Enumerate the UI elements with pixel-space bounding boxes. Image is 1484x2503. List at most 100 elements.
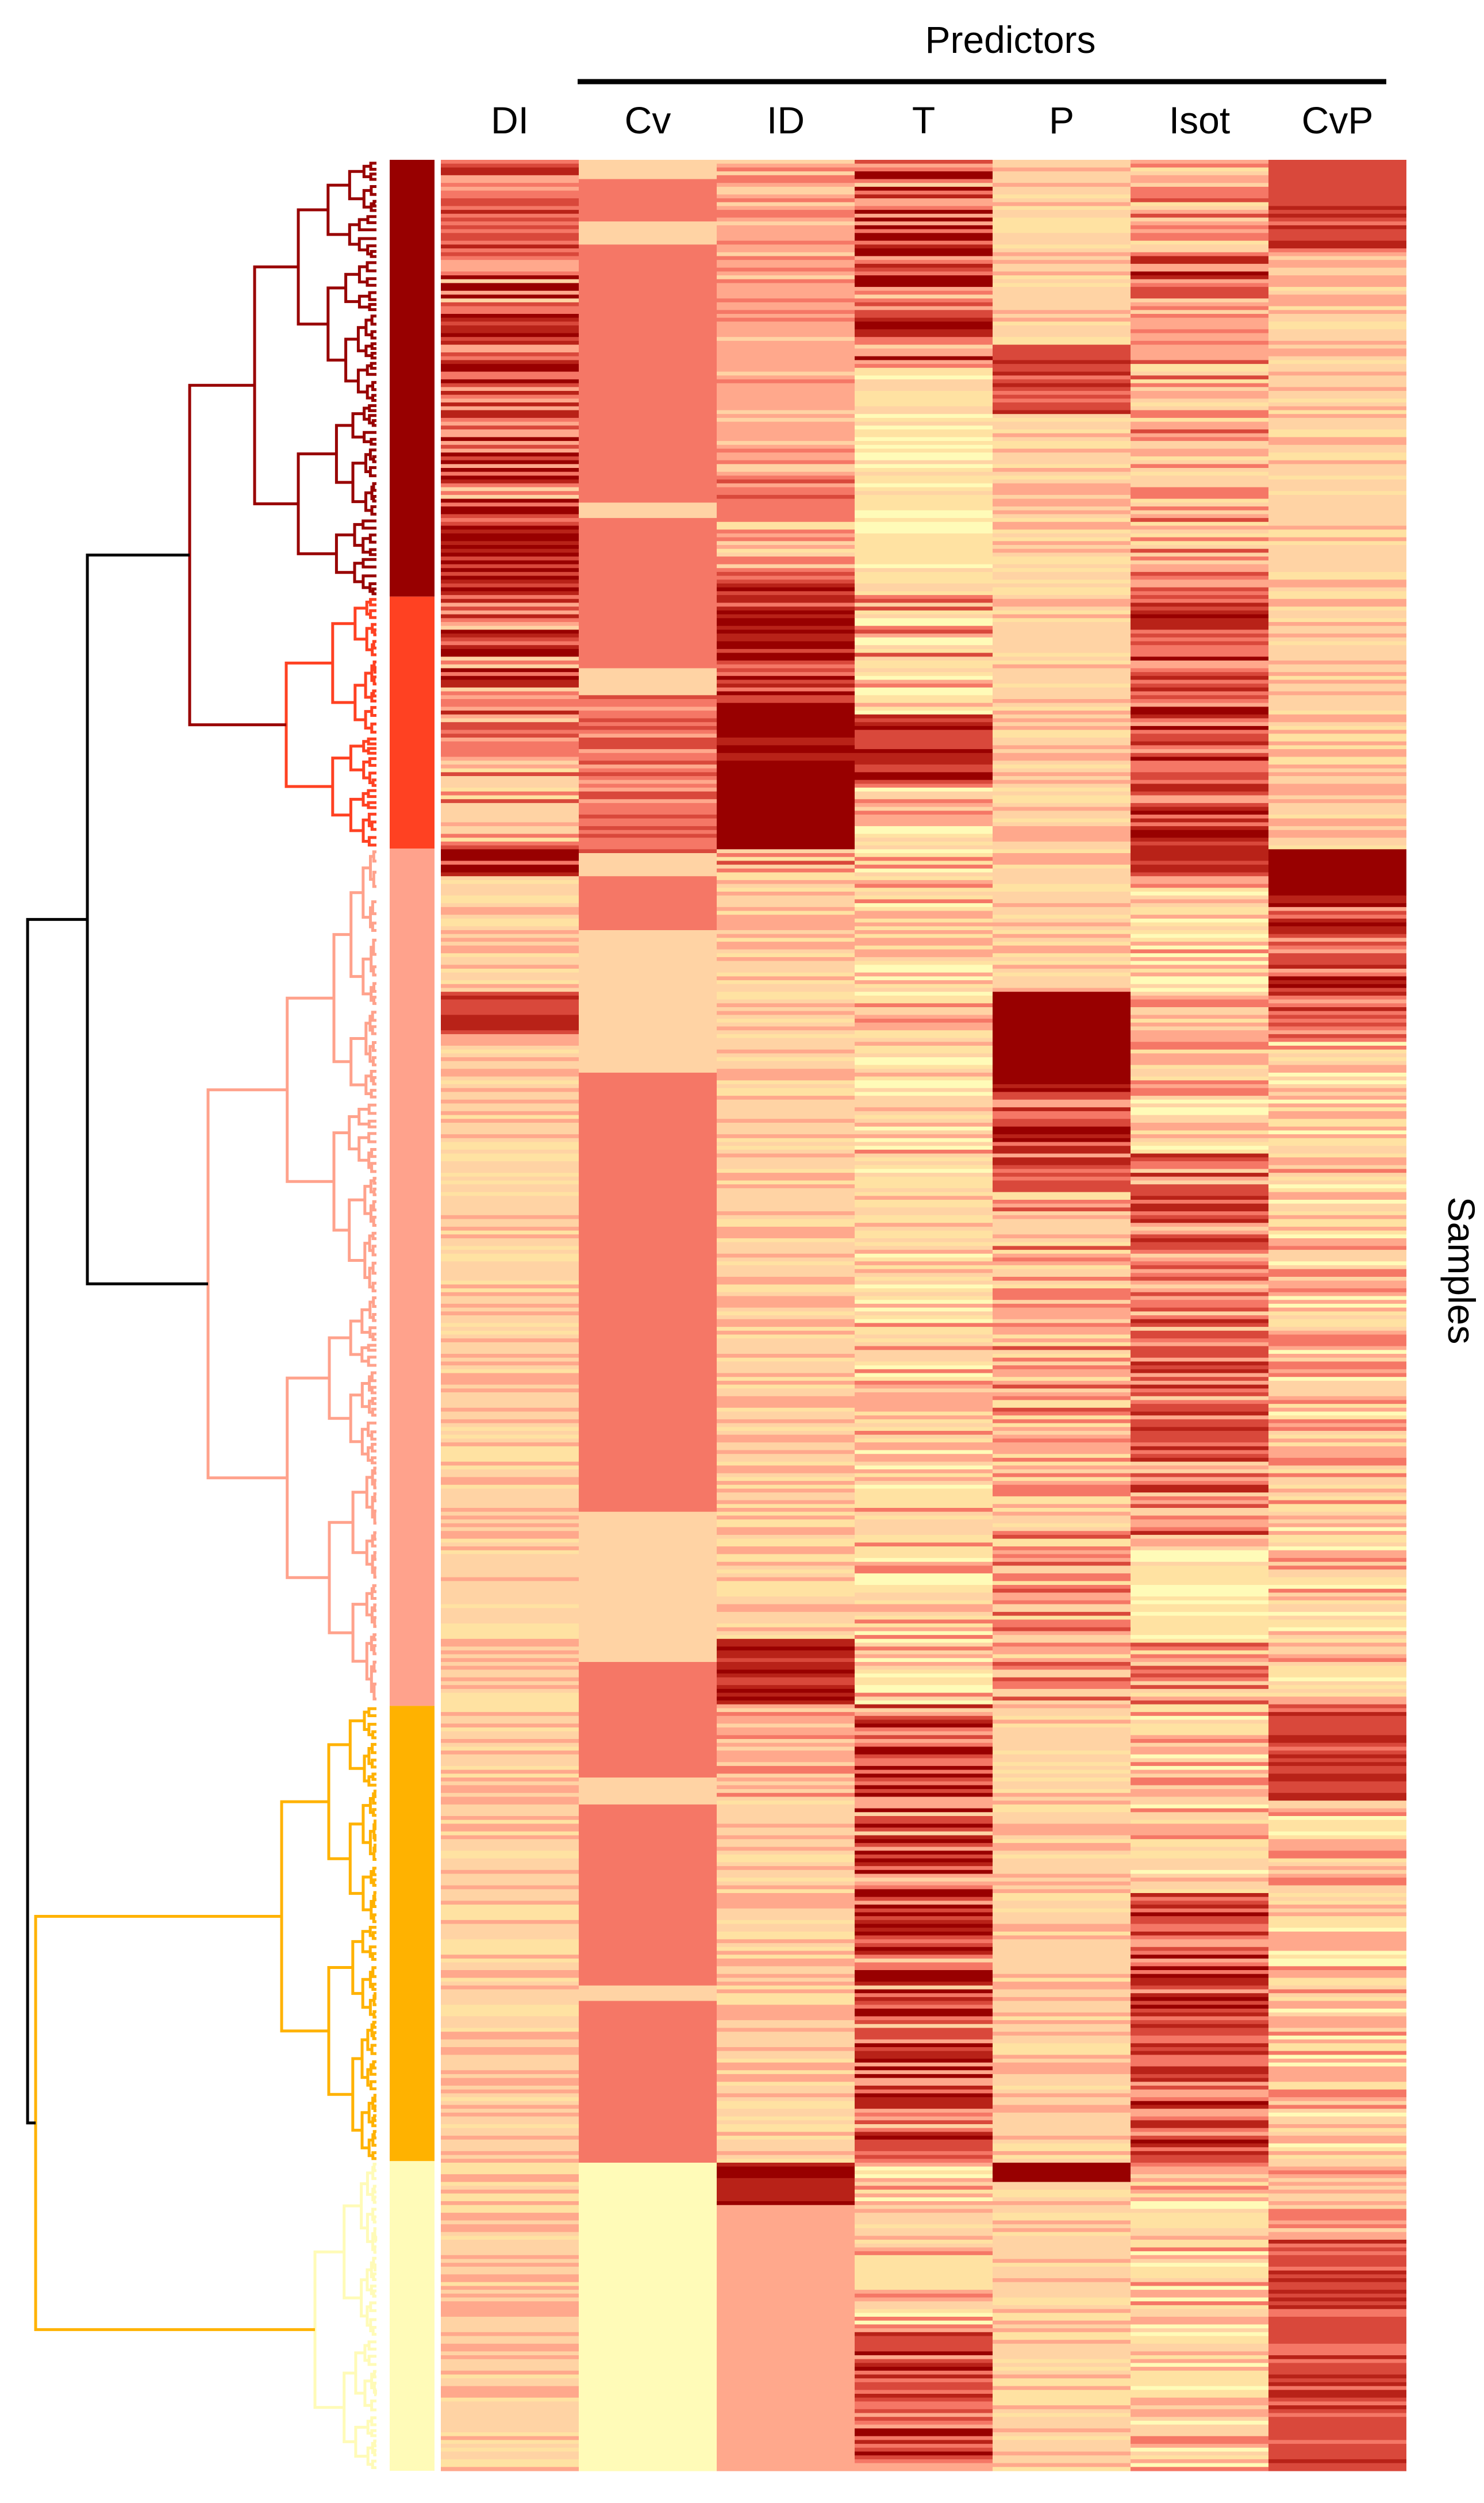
heatmap-cell	[855, 1874, 993, 1878]
heatmap-cell	[1268, 1569, 1406, 1578]
heatmap-cell	[855, 791, 993, 800]
heatmap-cell	[993, 1119, 1131, 1127]
heatmap-cell	[1131, 725, 1268, 731]
heatmap-cell	[579, 803, 717, 815]
heatmap-cell	[717, 953, 855, 958]
heatmap-cell	[855, 2047, 993, 2052]
heatmap-cell	[993, 541, 1131, 546]
heatmap-cell	[441, 1115, 579, 1119]
heatmap-cell	[1131, 1238, 1268, 1243]
heatmap-cell	[717, 1762, 855, 1767]
heatmap-cell	[855, 1481, 993, 1485]
heatmap-cell	[1268, 1130, 1406, 1135]
heatmap-cell	[1268, 1558, 1406, 1563]
heatmap-cell	[441, 1388, 579, 1393]
heatmap-cell	[1268, 2201, 1406, 2206]
heatmap-cell	[993, 1396, 1131, 1400]
heatmap-cell	[441, 568, 579, 573]
heatmap-cell	[717, 634, 855, 642]
heatmap-cell	[855, 1038, 993, 1042]
heatmap-cell	[441, 799, 579, 804]
heatmap-cell	[717, 541, 855, 546]
heatmap-cell	[717, 441, 855, 446]
heatmap-cell	[1268, 2209, 1406, 2221]
heatmap-cell	[441, 2039, 579, 2048]
heatmap-cell	[993, 2228, 1131, 2233]
heatmap-cell	[1131, 510, 1268, 515]
heatmap-cell	[1268, 587, 1406, 592]
heatmap-cell	[717, 1662, 855, 1670]
heatmap-cell	[441, 1924, 579, 1940]
heatmap-cell	[441, 1638, 579, 1647]
dendrogram-cluster-5	[313, 2163, 378, 2469]
heatmap-cell	[993, 1801, 1131, 1805]
heatmap-cell	[717, 1169, 855, 1173]
heatmap-cell	[1131, 745, 1268, 750]
heatmap-cell	[1131, 1461, 1268, 1466]
heatmap-cell	[1131, 2201, 1268, 2209]
heatmap-cell	[1131, 2101, 1268, 2106]
heatmap-cell	[855, 857, 993, 861]
heatmap-cell	[1131, 167, 1268, 172]
heatmap-cell	[1268, 1792, 1406, 1801]
heatmap-cell	[855, 2166, 993, 2171]
heatmap-cell	[855, 1111, 993, 1116]
heatmap-cell	[1268, 402, 1406, 407]
heatmap-cell	[855, 1897, 993, 1901]
heatmap-cell	[1131, 2278, 1268, 2283]
heatmap-cell	[717, 1554, 855, 1563]
heatmap-cell	[717, 317, 855, 322]
heatmap-cell	[441, 564, 579, 569]
heatmap-cell	[717, 1034, 855, 1039]
heatmap-cell	[717, 1511, 855, 1516]
heatmap-cell	[993, 2370, 1131, 2375]
heatmap-cell	[1131, 1712, 1268, 1717]
heatmap-cell	[1268, 2039, 1406, 2044]
heatmap-cell	[1268, 2182, 1406, 2186]
heatmap-cell	[855, 1573, 993, 1586]
heatmap-cell	[993, 160, 1131, 168]
heatmap-cell	[855, 602, 993, 607]
heatmap-cell	[993, 1527, 1131, 1531]
heatmap-cell	[1268, 294, 1406, 307]
heatmap-cell	[855, 1816, 993, 1824]
heatmap-cell	[1131, 2213, 1268, 2229]
heatmap-column-cv	[579, 160, 717, 2471]
heatmap-cell	[1131, 2001, 1268, 2005]
heatmap-cell	[993, 571, 1131, 580]
heatmap-cell	[441, 942, 579, 946]
heatmap-cell	[1268, 275, 1406, 287]
heatmap-cell	[717, 949, 855, 954]
heatmap-cell	[1131, 471, 1268, 476]
heatmap-cell	[1131, 1169, 1268, 1173]
heatmap-cell	[1131, 826, 1268, 831]
heatmap-cell	[441, 2290, 579, 2294]
heatmap-cell	[1268, 1966, 1406, 1971]
heatmap-cell	[441, 256, 579, 260]
heatmap-cell	[993, 1477, 1131, 1481]
heatmap-cell	[1268, 591, 1406, 600]
heatmap-cell	[441, 364, 579, 373]
heatmap-cell	[717, 1003, 855, 1008]
heatmap-cell	[441, 2378, 579, 2387]
heatmap-cell	[1268, 1103, 1406, 1108]
heatmap-cell	[1131, 872, 1268, 877]
heatmap-cell	[1131, 537, 1268, 542]
heatmap-cell	[1131, 1257, 1268, 1262]
dendrogram-branch	[372, 1823, 376, 1840]
heatmap-cell	[441, 1550, 579, 1554]
heatmap-cell	[993, 518, 1131, 523]
heatmap-cell	[441, 1677, 579, 1682]
heatmap-cell	[855, 2182, 993, 2186]
heatmap-cell	[855, 1369, 993, 1374]
heatmap-cell	[441, 1461, 579, 1466]
heatmap-cell	[717, 1277, 855, 1285]
heatmap-cell	[855, 1989, 993, 1994]
heatmap-cell	[717, 745, 855, 754]
heatmap-cell	[1131, 1704, 1268, 1713]
heatmap-cell	[855, 2240, 993, 2244]
heatmap-cell	[855, 1515, 993, 1520]
heatmap-cell	[993, 2309, 1131, 2313]
heatmap-cell	[1131, 1022, 1268, 1027]
heatmap-cell	[1268, 437, 1406, 446]
